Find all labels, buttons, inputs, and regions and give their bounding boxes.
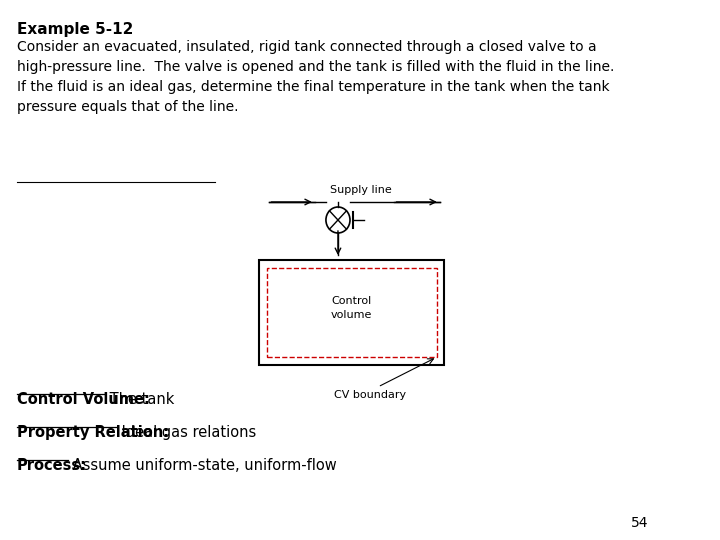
Text: Control
volume: Control volume bbox=[331, 295, 372, 320]
Text: Example 5-12: Example 5-12 bbox=[17, 22, 133, 37]
Text: The tank: The tank bbox=[104, 392, 174, 407]
Text: Control Volume:: Control Volume: bbox=[17, 392, 150, 407]
Text: Process:: Process: bbox=[17, 458, 86, 473]
Text: Supply line: Supply line bbox=[330, 185, 392, 195]
Text: Property Relation:: Property Relation: bbox=[17, 425, 168, 440]
Text: CV boundary: CV boundary bbox=[334, 390, 406, 400]
Bar bbox=[259, 260, 444, 365]
Text: 54: 54 bbox=[631, 516, 648, 530]
Bar bbox=[266, 268, 437, 357]
Text: Ideal gas relations: Ideal gas relations bbox=[117, 425, 256, 440]
Text: Consider an evacuated, insulated, rigid tank connected through a closed valve to: Consider an evacuated, insulated, rigid … bbox=[17, 40, 614, 114]
Text: Assume uniform-state, uniform-flow: Assume uniform-state, uniform-flow bbox=[68, 458, 336, 473]
